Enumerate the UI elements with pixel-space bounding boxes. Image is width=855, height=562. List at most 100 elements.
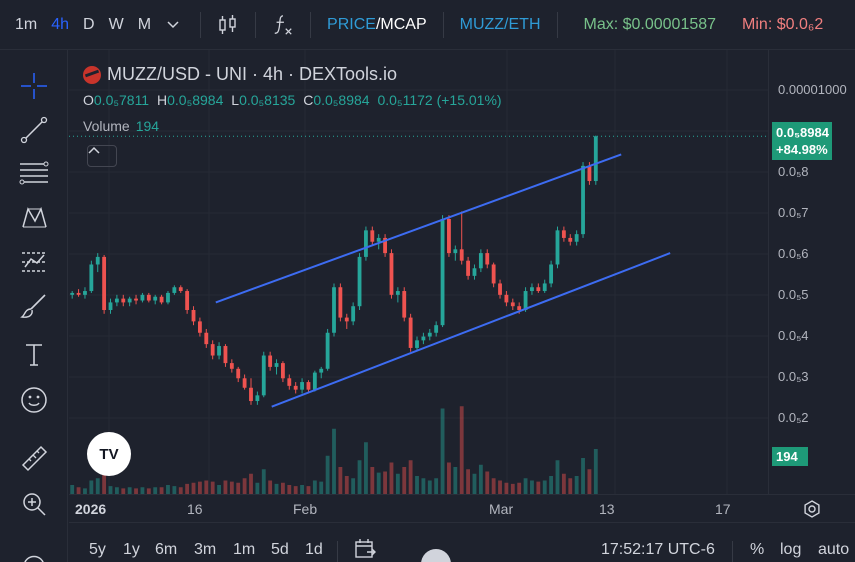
timeframe-w[interactable]: W [108, 15, 124, 33]
timeframe-4h[interactable]: 4h [51, 15, 70, 33]
candle-body [70, 292, 75, 295]
time-tick: 2026 [75, 501, 107, 517]
candle-body [498, 283, 502, 295]
volume-bar [134, 488, 138, 494]
pattern-icon[interactable] [16, 200, 52, 236]
range-3m[interactable]: 3m [194, 541, 217, 558]
ohlc-values: O0.0₅7811 H0.0₅8984 L0.0₅8135 C0.0₅8984 … [83, 92, 506, 108]
price-chart[interactable]: MUZZ/USD - UNI · 4h · DEXTools.io O0.0₅7… [69, 50, 768, 494]
volume-bar [83, 488, 87, 494]
chart-settings-button[interactable] [768, 494, 855, 522]
divider [442, 11, 444, 38]
current-change: +84.98% [776, 142, 828, 157]
percent-toggle[interactable]: % [750, 541, 765, 558]
candle-body [504, 294, 509, 303]
volume-value: 194 [135, 118, 160, 134]
volume-bar [478, 464, 483, 494]
scroll-to-latest-button[interactable] [421, 549, 451, 562]
candle-body [427, 332, 432, 337]
chart-legend: MUZZ/USD - UNI · 4h · DEXTools.io [83, 64, 397, 85]
zoom-in-icon[interactable] [16, 486, 52, 522]
volume-bar [587, 469, 592, 494]
candle-body [453, 249, 458, 254]
magnet-icon[interactable] [16, 538, 52, 562]
pair-toggle[interactable]: MUZZ/ETH [459, 15, 541, 33]
volume-bar [459, 406, 464, 494]
candlestick-icon[interactable] [217, 14, 239, 36]
crosshair-icon[interactable] [16, 68, 52, 104]
high-value: 0.0₅8984 [167, 92, 224, 108]
emoji-icon[interactable] [16, 382, 52, 418]
candle-body [249, 387, 253, 402]
tradingview-logo-icon[interactable]: TV [87, 432, 131, 476]
candle-body [300, 382, 304, 390]
close-label: C [303, 92, 314, 108]
volume-bar [364, 442, 368, 494]
date-range-icon[interactable] [353, 537, 377, 562]
candle-body [568, 237, 573, 242]
candle-body [542, 283, 547, 292]
volume-bar [325, 455, 330, 494]
candle-body [159, 296, 164, 303]
volume-bar [197, 481, 202, 494]
candle-body [517, 306, 522, 310]
volume-bar [357, 460, 362, 494]
candle-body [555, 230, 560, 265]
timeframe-1m[interactable]: 1m [15, 15, 38, 33]
trend-line-icon[interactable] [16, 112, 52, 148]
candle-body [478, 253, 483, 269]
volume-bar [402, 467, 407, 494]
volume-bar [485, 471, 490, 494]
collapse-legend-button[interactable] [87, 145, 117, 167]
low-label: L [231, 92, 240, 108]
price-tick: 0.0₅4 [778, 328, 809, 343]
volume-bar [434, 478, 439, 494]
candle-body [76, 292, 81, 295]
range-6m[interactable]: 6m [155, 541, 178, 558]
volume-bar [542, 480, 547, 494]
timeframe-m[interactable]: M [137, 15, 152, 33]
volume-bar [293, 486, 298, 494]
range-5d[interactable]: 5d [271, 541, 289, 558]
range-1y[interactable]: 1y [123, 541, 140, 558]
volume-bar [504, 482, 509, 494]
timeframe-d[interactable]: D [83, 15, 95, 33]
volume-bar [76, 487, 81, 494]
forecast-icon[interactable] [16, 244, 52, 280]
volume-bar [242, 478, 247, 494]
volume-bar [549, 476, 554, 494]
ruler-icon[interactable] [16, 440, 52, 476]
brush-icon[interactable] [16, 288, 52, 324]
range-1d[interactable]: 1d [305, 541, 323, 558]
volume-bar [178, 487, 183, 494]
range-5y[interactable]: 5y [89, 541, 106, 558]
volume-bar [319, 481, 324, 494]
fib-retracement-icon[interactable] [16, 156, 52, 192]
candle-body [376, 237, 381, 242]
candle-body [140, 294, 145, 301]
candle-body [312, 372, 317, 390]
volume-badge: 194 [772, 447, 808, 466]
range-1m[interactable]: 1m [233, 541, 256, 558]
volume-bar [383, 471, 387, 494]
auto-toggle[interactable]: auto [818, 541, 850, 558]
price-mcap-toggle[interactable]: PRICE/MCAP [327, 16, 427, 34]
mcap-label: MCAP [380, 15, 427, 33]
chart-canvas[interactable] [69, 50, 768, 494]
divider [310, 11, 312, 38]
volume-bar [159, 487, 164, 494]
price-tick: 0.0₅3 [778, 369, 809, 384]
divider [732, 541, 733, 562]
volume-bar [70, 485, 75, 494]
price-axis[interactable]: 0.00001000 0.0₅8 0.0₅7 0.0₅6 0.0₅5 0.0₅4… [768, 50, 855, 494]
indicators-fx-icon[interactable] [272, 14, 294, 36]
candle-body [89, 264, 94, 292]
price-tick: 0.0₅6 [778, 246, 809, 261]
text-icon[interactable] [16, 336, 52, 372]
log-toggle[interactable]: log [780, 541, 802, 558]
candle-body [197, 321, 202, 333]
time-axis[interactable]: 2026 16 Feb Mar 13 17 [69, 494, 768, 522]
volume-bar [523, 478, 528, 494]
chevron-down-icon[interactable] [162, 14, 184, 36]
volume-bar [114, 487, 119, 494]
